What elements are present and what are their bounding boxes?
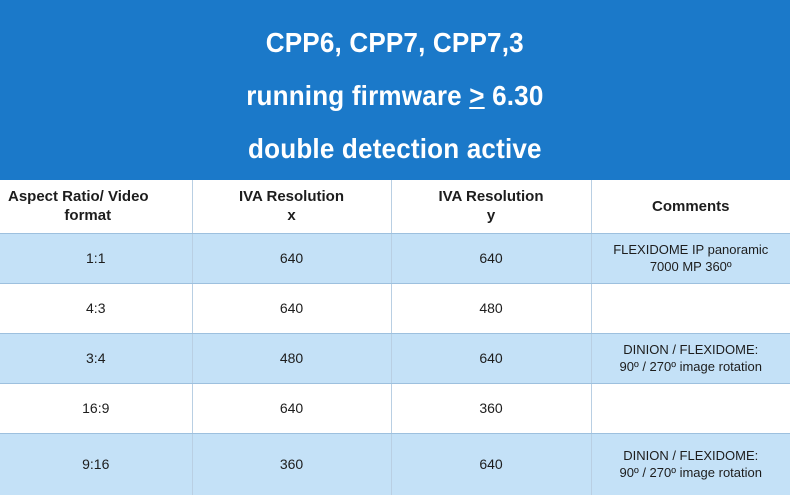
table-row: 4:3 640 480 (0, 283, 790, 334)
cell-comments: DINION / FLEXIDOME: 90º / 270º image rot… (591, 433, 790, 495)
greater-or-equal-symbol: > (469, 80, 485, 111)
cell-resolution-y: 480 (391, 283, 592, 334)
cell-resolution-x: 640 (192, 233, 392, 284)
cell-comments (591, 283, 790, 334)
cell-resolution-y: 640 (391, 233, 592, 284)
column-header-comments: Comments (591, 180, 790, 234)
column-header-iva-y-line2: y (486, 207, 496, 225)
table-row: 1:1 640 640 FLEXIDOME IP panoramic 7000 … (0, 233, 790, 284)
column-header-iva-x-line2: x (287, 207, 296, 225)
title-line-1: CPP6, CPP7, CPP7,3 (265, 27, 525, 58)
cell-comments-line1: FLEXIDOME IP panoramic (613, 242, 769, 257)
table-row: 3:4 480 640 DINION / FLEXIDOME: 90º / 27… (0, 333, 790, 384)
cell-resolution-x: 480 (192, 333, 392, 384)
cell-resolution-y: 640 (391, 433, 592, 495)
cell-aspect-ratio: 16:9 (0, 383, 193, 434)
cell-comments-line2: 90º / 270º image rotation (619, 359, 762, 374)
column-header-aspect-ratio-line1: Aspect Ratio/ Video (8, 188, 149, 206)
column-header-iva-resolution-y: IVA Resolution y (391, 180, 592, 234)
column-header-iva-y-line1: IVA Resolution (438, 188, 544, 206)
title-line-2: running firmware > 6.30 (246, 69, 543, 122)
cell-aspect-ratio: 1:1 (0, 233, 193, 284)
column-header-aspect-ratio: Aspect Ratio/ Video format (0, 180, 193, 234)
cell-aspect-ratio: 4:3 (0, 283, 193, 334)
column-header-comments-line1: Comments (651, 197, 730, 215)
cell-resolution-y: 640 (391, 333, 592, 384)
column-header-aspect-ratio-line2: format (64, 207, 112, 225)
table-header: Aspect Ratio/ Video format IVA Resolutio… (0, 180, 790, 234)
title-line-2-prefix: running firmware (246, 80, 470, 111)
cell-resolution-y: 360 (391, 383, 592, 434)
cell-comments (591, 383, 790, 434)
table-body: 1:1 640 640 FLEXIDOME IP panoramic 7000 … (0, 233, 790, 495)
cell-comments-line1: DINION / FLEXIDOME: (623, 448, 759, 463)
cell-aspect-ratio: 9:16 (0, 433, 193, 495)
title-banner: CPP6, CPP7, CPP7,3 running firmware > 6.… (0, 0, 790, 180)
table-row: 16:9 640 360 (0, 383, 790, 434)
header-row: Aspect Ratio/ Video format IVA Resolutio… (0, 180, 790, 234)
resolution-table-container: Aspect Ratio/ Video format IVA Resolutio… (0, 180, 790, 495)
cell-comments: FLEXIDOME IP panoramic 7000 MP 360º (591, 233, 790, 284)
column-header-iva-x-line1: IVA Resolution (239, 188, 344, 206)
cell-comments: DINION / FLEXIDOME: 90º / 270º image rot… (591, 333, 790, 384)
cell-comments-line2: 7000 MP 360º (649, 259, 732, 274)
cell-resolution-x: 640 (192, 283, 392, 334)
cell-comments-line1: DINION / FLEXIDOME: (623, 342, 759, 357)
cell-resolution-x: 640 (192, 383, 392, 434)
table-row: 9:16 360 640 DINION / FLEXIDOME: 90º / 2… (0, 433, 790, 495)
cell-comments-line2: 90º / 270º image rotation (619, 465, 762, 480)
title-line-3: double detection active (248, 133, 542, 164)
title-line-2-suffix: 6.30 (484, 80, 544, 111)
cell-resolution-x: 360 (192, 433, 392, 495)
column-header-iva-resolution-x: IVA Resolution x (192, 180, 392, 234)
resolution-table: Aspect Ratio/ Video format IVA Resolutio… (0, 180, 790, 495)
cell-aspect-ratio: 3:4 (0, 333, 193, 384)
